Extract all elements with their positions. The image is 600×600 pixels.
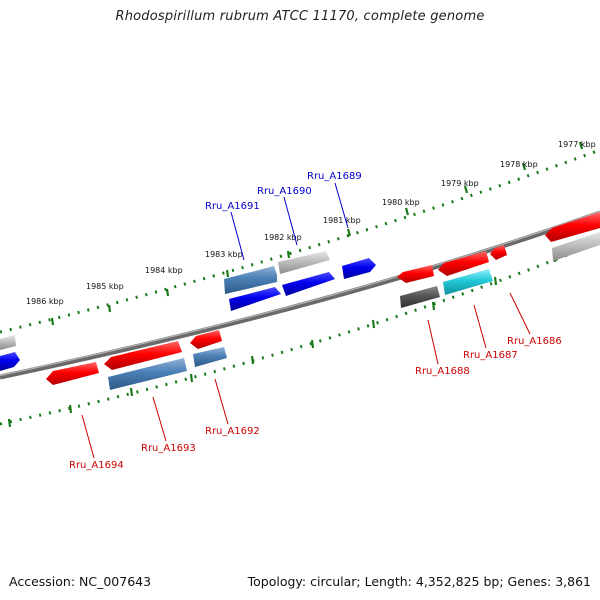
gene-rru-a1690-box[interactable]: [278, 251, 330, 274]
gene-upper-red-b[interactable]: [438, 251, 489, 276]
gene-lower-red-mid[interactable]: [190, 330, 222, 349]
genome-backbone: [0, 210, 600, 380]
gene-label-rru-a1687: Rru_A1687: [463, 350, 518, 361]
gene-label-rru-a1693: Rru_A1693: [141, 443, 196, 454]
upper-major-ticks: [50, 141, 584, 326]
upper-scale-track: [0, 148, 600, 334]
kbp-label-1979: 1979 kbp: [441, 179, 479, 188]
gene-rru-a1693[interactable]: [108, 358, 187, 390]
gene-label-rru-a1690: Rru_A1690: [257, 186, 312, 197]
gene-rru-a1691[interactable]: [224, 266, 277, 294]
gene-rru-a1689[interactable]: [342, 258, 376, 279]
kbp-label-1978: 1978 kbp: [500, 160, 538, 169]
accession-text: Accession: NC_007643: [9, 574, 152, 589]
kbp-label-1982: 1982 kbp: [264, 233, 302, 242]
kbp-label-1986: 1986 kbp: [26, 297, 64, 306]
kbp-label-1985: 1985 kbp: [86, 282, 124, 291]
gene-lower-blue-mid[interactable]: [229, 287, 281, 311]
gene-rru-a1690[interactable]: [0, 335, 16, 350]
gene-rru-a1688[interactable]: [400, 286, 440, 308]
gene-label-rru-a1688: Rru_A1688: [415, 366, 470, 377]
gene-glyphs-lower: [0, 232, 600, 390]
gene-rru-a1687[interactable]: [443, 269, 493, 295]
gene-upper-red-d[interactable]: [545, 212, 600, 242]
gene-label-rru-a1692: Rru_A1692: [205, 426, 260, 437]
kbp-label-1981: 1981 kbp: [323, 216, 361, 225]
gene-lower-blue-left[interactable]: [0, 352, 20, 371]
kbp-label-1980: 1980 kbp: [382, 198, 420, 207]
gene-rru-a1694[interactable]: [46, 362, 99, 385]
kbp-label-1983: 1983 kbp: [205, 250, 243, 259]
topology-summary: Topology: circular; Length: 4,352,825 bp…: [247, 574, 591, 589]
gene-label-rru-a1686: Rru_A1686: [507, 336, 562, 347]
gene-label-rru-a1689: Rru_A1689: [307, 171, 362, 182]
gene-label-rru-a1691: Rru_A1691: [205, 201, 260, 212]
gene-rru-a1693-top[interactable]: [104, 341, 182, 370]
kbp-label-1984: 1984 kbp: [145, 266, 183, 275]
label-leader-lines: [81, 182, 531, 459]
gene-lower-gray-right[interactable]: [552, 232, 600, 261]
lower-scale-track: [0, 240, 600, 426]
gene-glyphs-upper: [0, 212, 600, 350]
gene-rru-a1692[interactable]: [193, 347, 227, 367]
gene-lower-blue-mid-b[interactable]: [282, 272, 335, 296]
gene-upper-red-a[interactable]: [397, 265, 434, 283]
map-title: Rhodospirillum rubrum ATCC 11170, comple…: [115, 9, 485, 24]
gene-label-rru-a1694: Rru_A1694: [69, 460, 124, 471]
gene-upper-red-c[interactable]: [490, 245, 507, 260]
kbp-label-1977: 1977 kbp: [558, 140, 596, 149]
